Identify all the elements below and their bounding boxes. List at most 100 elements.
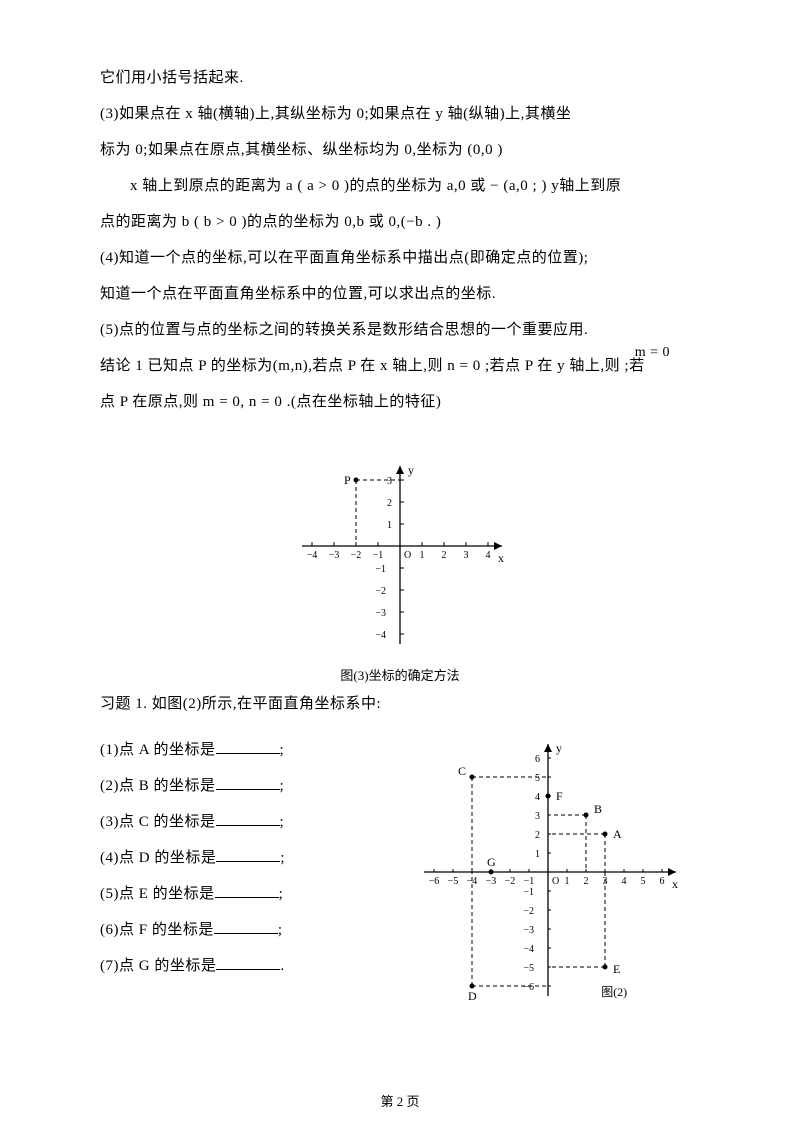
svg-text:x: x: [672, 877, 678, 891]
paragraph: x 轴上到原点的距离为 a ( a > 0 )的点的坐标为 a,0 或 − (a…: [100, 168, 700, 204]
blank-field[interactable]: [216, 738, 280, 754]
blank-field[interactable]: [215, 882, 279, 898]
svg-text:−4: −4: [375, 630, 386, 641]
svg-text:C: C: [458, 764, 466, 778]
paragraph: 知道一个点在平面直角坐标系中的位置,可以求出点的坐标.: [100, 276, 700, 312]
q-text: (4)点 D 的坐标是: [100, 850, 216, 866]
svg-text:P: P: [344, 473, 351, 487]
paragraph: 它们用小括号括起来.: [100, 60, 700, 96]
svg-text:−1: −1: [524, 876, 535, 887]
svg-text:E: E: [613, 962, 620, 976]
svg-text:−4: −4: [307, 550, 318, 561]
paragraph: 点 P 在原点,则 m = 0, n = 0 .(点在坐标轴上的特征): [100, 384, 700, 420]
q-text: (6)点 F 的坐标是: [100, 922, 214, 938]
svg-text:6: 6: [660, 876, 665, 887]
coordinate-chart: −4 −3 −2 −1 1 2 3 4 −4 −3 −2 −1 1 2 3 x y O P: [270, 426, 530, 656]
q-text: (7)点 G 的坐标是: [100, 958, 216, 974]
svg-text:G: G: [487, 855, 496, 869]
svg-text:3: 3: [535, 811, 540, 822]
punct: ;: [278, 922, 283, 938]
question: (1)点 A 的坐标是;: [100, 732, 390, 768]
svg-text:3: 3: [464, 550, 469, 561]
question: (7)点 G 的坐标是.: [100, 948, 390, 984]
svg-text:y: y: [556, 741, 562, 755]
svg-text:图(2): 图(2): [601, 985, 627, 999]
question: (3)点 C 的坐标是;: [100, 804, 390, 840]
svg-text:−1: −1: [373, 550, 384, 561]
punct: ;: [279, 886, 284, 902]
q-text: (2)点 B 的坐标是: [100, 778, 216, 794]
question: (2)点 B 的坐标是;: [100, 768, 390, 804]
question-column: (1)点 A 的坐标是; (2)点 B 的坐标是; (3)点 C 的坐标是; (…: [100, 732, 390, 1007]
blank-field[interactable]: [216, 846, 280, 862]
svg-text:5: 5: [641, 876, 646, 887]
paragraph: 标为 0;如果点在原点,其横坐标、纵坐标均为 0,坐标为 (0,0 ): [100, 132, 700, 168]
svg-text:−1: −1: [375, 564, 386, 575]
svg-text:4: 4: [486, 550, 491, 561]
exercise-block: (1)点 A 的坐标是; (2)点 B 的坐标是; (3)点 C 的坐标是; (…: [100, 732, 700, 1007]
svg-text:−3: −3: [486, 876, 497, 887]
page-footer: 第 2 页: [0, 1091, 800, 1110]
exercise-intro: 习题 1. 如图(2)所示,在平面直角坐标系中:: [100, 686, 700, 722]
svg-text:1: 1: [535, 849, 540, 860]
svg-text:−3: −3: [523, 925, 534, 936]
paragraph: (5)点的位置与点的坐标之间的转换关系是数形结合思想的一个重要应用.: [100, 312, 700, 348]
text: 结论 1 已知点 P 的坐标为(m,n),若点 P 在 x 轴上,则 n = 0: [100, 358, 481, 374]
punct: .: [280, 958, 284, 974]
figure-3: −4 −3 −2 −1 1 2 3 4 −4 −3 −2 −1 1 2 3 x y O P 图(3)坐标的确定方法: [100, 426, 700, 684]
svg-text:1: 1: [387, 520, 392, 531]
svg-text:2: 2: [535, 830, 540, 841]
q-text: (3)点 C 的坐标是: [100, 814, 216, 830]
punct: ;: [280, 742, 285, 758]
svg-text:D: D: [468, 989, 477, 1002]
svg-text:x: x: [498, 551, 504, 565]
svg-text:2: 2: [584, 876, 589, 887]
question: (4)点 D 的坐标是;: [100, 840, 390, 876]
svg-text:−4: −4: [523, 944, 534, 955]
svg-text:4: 4: [622, 876, 627, 887]
page: 它们用小括号括起来. (3)如果点在 x 轴(横轴)上,其纵坐标为 0;如果点在…: [0, 0, 800, 1132]
punct: ;: [280, 850, 285, 866]
svg-text:−2: −2: [351, 550, 362, 561]
paragraph: 结论 1 已知点 P 的坐标为(m,n),若点 P 在 x 轴上,则 n = 0…: [100, 348, 700, 384]
svg-text:5: 5: [535, 773, 540, 784]
punct: ;: [280, 814, 285, 830]
svg-text:1: 1: [420, 550, 425, 561]
svg-text:6: 6: [535, 754, 540, 765]
svg-text:−5: −5: [448, 876, 459, 887]
paragraph: (3)如果点在 x 轴(横轴)上,其纵坐标为 0;如果点在 y 轴(纵轴)上,其…: [100, 96, 700, 132]
blank-field[interactable]: [216, 954, 280, 970]
paragraph: 点的距离为 b ( b > 0 )的点的坐标为 0,b 或 0,(−b . ): [100, 204, 700, 240]
blank-field[interactable]: [216, 774, 280, 790]
svg-text:−3: −3: [375, 608, 386, 619]
svg-text:2: 2: [387, 498, 392, 509]
svg-text:−5: −5: [523, 963, 534, 974]
text: ;若点 P 在 y 轴上,则: [485, 358, 620, 374]
svg-text:−6: −6: [523, 982, 534, 993]
svg-text:2: 2: [442, 550, 447, 561]
punct: ;: [280, 778, 285, 794]
question: (5)点 E 的坐标是;: [100, 876, 390, 912]
q-text: (5)点 E 的坐标是: [100, 886, 215, 902]
svg-text:−1: −1: [523, 887, 534, 898]
svg-text:−2: −2: [523, 906, 534, 917]
figure-2: −6−5−4−3−2−1123456−6−5−4−3−2−1123456xyOA…: [408, 732, 700, 1007]
svg-text:−2: −2: [505, 876, 516, 887]
svg-text:y: y: [408, 463, 414, 477]
svg-text:1: 1: [565, 876, 570, 887]
svg-text:−3: −3: [329, 550, 340, 561]
svg-text:O: O: [552, 876, 559, 887]
text: m = 0: [635, 336, 670, 370]
svg-text:3: 3: [387, 476, 392, 487]
svg-text:−2: −2: [375, 586, 386, 597]
q-text: (1)点 A 的坐标是: [100, 742, 216, 758]
svg-text:4: 4: [535, 792, 540, 803]
svg-text:F: F: [556, 789, 563, 803]
svg-text:−6: −6: [429, 876, 440, 887]
blank-field[interactable]: [216, 810, 280, 826]
figure-caption: 图(3)坐标的确定方法: [100, 665, 700, 684]
svg-text:A: A: [613, 827, 622, 841]
coordinate-chart: −6−5−4−3−2−1123456−6−5−4−3−2−1123456xyOA…: [408, 732, 688, 1002]
svg-text:O: O: [404, 550, 411, 561]
blank-field[interactable]: [214, 918, 278, 934]
